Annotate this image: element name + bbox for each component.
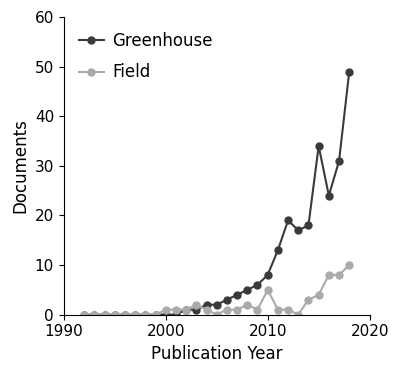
Greenhouse <box>276 248 280 252</box>
Field <box>326 273 331 277</box>
Greenhouse <box>143 312 148 317</box>
Field <box>316 292 321 297</box>
Greenhouse <box>286 218 290 223</box>
Greenhouse <box>337 159 342 163</box>
Line: Greenhouse: Greenhouse <box>81 68 353 318</box>
Field <box>337 273 342 277</box>
Greenhouse <box>316 144 321 148</box>
Field <box>102 312 107 317</box>
Field <box>245 303 250 307</box>
Field <box>143 312 148 317</box>
Greenhouse <box>174 312 178 317</box>
Greenhouse <box>326 193 331 198</box>
Greenhouse <box>265 273 270 277</box>
Greenhouse <box>347 70 352 74</box>
Greenhouse <box>255 283 260 287</box>
Greenhouse <box>214 303 219 307</box>
Greenhouse <box>296 228 301 233</box>
Legend: Greenhouse, Field: Greenhouse, Field <box>72 25 219 88</box>
Line: Field: Field <box>81 261 353 318</box>
Field <box>194 303 199 307</box>
Greenhouse <box>245 288 250 292</box>
Field <box>265 288 270 292</box>
Field <box>235 307 240 312</box>
Field <box>153 312 158 317</box>
X-axis label: Publication Year: Publication Year <box>151 345 282 363</box>
Field <box>122 312 127 317</box>
Greenhouse <box>306 223 311 228</box>
Field <box>306 297 311 302</box>
Greenhouse <box>82 312 86 317</box>
Greenhouse <box>153 312 158 317</box>
Field <box>133 312 138 317</box>
Greenhouse <box>102 312 107 317</box>
Greenhouse <box>112 312 117 317</box>
Field <box>163 307 168 312</box>
Greenhouse <box>204 303 209 307</box>
Field <box>276 307 280 312</box>
Field <box>184 307 188 312</box>
Greenhouse <box>235 292 240 297</box>
Greenhouse <box>194 307 199 312</box>
Field <box>92 312 97 317</box>
Field <box>174 307 178 312</box>
Greenhouse <box>163 312 168 317</box>
Field <box>296 312 301 317</box>
Field <box>214 312 219 317</box>
Greenhouse <box>92 312 97 317</box>
Field <box>112 312 117 317</box>
Greenhouse <box>184 307 188 312</box>
Field <box>204 307 209 312</box>
Field <box>347 263 352 267</box>
Field <box>82 312 86 317</box>
Field <box>255 307 260 312</box>
Y-axis label: Documents: Documents <box>11 119 29 213</box>
Greenhouse <box>122 312 127 317</box>
Greenhouse <box>133 312 138 317</box>
Greenhouse <box>224 297 229 302</box>
Field <box>286 307 290 312</box>
Field <box>224 307 229 312</box>
